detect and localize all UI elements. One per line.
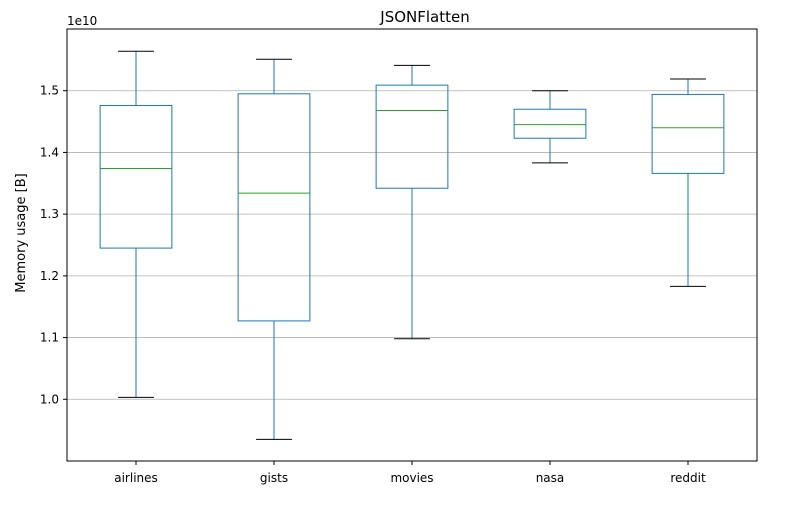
y-tick-label: 1.5 <box>40 84 59 98</box>
box-gists <box>237 58 311 440</box>
box-movies <box>375 64 449 340</box>
iqr-box <box>651 93 725 174</box>
iqr-box <box>99 105 173 249</box>
y-axis-label: Memory usage [B] <box>14 173 29 292</box>
y-tick-label: 1.0 <box>40 392 59 406</box>
iqr-box <box>375 84 449 189</box>
y-tick-label: 1.3 <box>40 207 59 221</box>
y-tick-label: 1.4 <box>40 145 59 159</box>
y-tick-label: 1.1 <box>40 331 59 345</box>
x-tick-label: airlines <box>114 471 158 485</box>
box-nasa <box>513 90 587 164</box>
box-series <box>99 50 725 440</box>
chart-title: JSONFlatten <box>379 8 469 26</box>
box-reddit <box>651 78 725 287</box>
y-tick-label: 1.2 <box>40 269 59 283</box>
y-axis-ticks: 1.0 1.1 1.2 1.3 1.4 1.5 <box>40 84 67 406</box>
x-tick-label: gists <box>260 471 288 485</box>
iqr-box <box>237 93 311 322</box>
x-tick-label: movies <box>390 471 433 485</box>
iqr-box <box>513 108 587 139</box>
x-tick-label: reddit <box>670 471 706 485</box>
box-airlines <box>99 50 173 398</box>
x-tick-label: nasa <box>536 471 565 485</box>
y-scale-label: 1e10 <box>67 14 97 28</box>
x-axis-ticks: airlines gists movies nasa reddit <box>114 461 706 485</box>
